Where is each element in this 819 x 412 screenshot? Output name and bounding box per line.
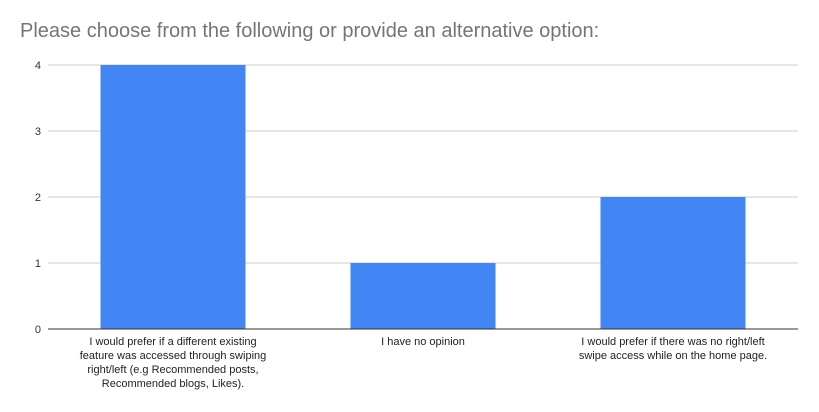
x-category-label-line: I have no opinion xyxy=(381,336,465,348)
y-axis-tick-labels: 0 1 2 3 4 xyxy=(35,60,41,336)
x-category-label: I would prefer if there was no right/lef… xyxy=(579,336,767,362)
chart-title: Please choose from the following or prov… xyxy=(20,20,600,42)
bars xyxy=(100,65,746,329)
bar xyxy=(350,263,496,329)
y-tick-label: 2 xyxy=(35,192,41,204)
x-category-label-line: Recommended blogs, Likes). xyxy=(102,378,244,390)
x-category-label-line: right/left (e.g Recommended posts, xyxy=(87,364,258,376)
bar xyxy=(600,197,746,329)
x-category-label-line: feature was accessed through swiping xyxy=(80,350,267,362)
y-tick-label: 0 xyxy=(35,324,41,336)
bar xyxy=(100,65,246,329)
x-category-label: I would prefer if a different existing fe… xyxy=(80,336,267,390)
x-category-label-line: I would prefer if a different existing xyxy=(89,336,256,348)
x-category-label-line: I would prefer if there was no right/lef… xyxy=(581,336,764,348)
x-category-label: I have no opinion xyxy=(381,336,465,348)
x-axis-category-labels: I would prefer if a different existing fe… xyxy=(80,336,767,390)
y-tick-label: 1 xyxy=(35,258,41,270)
y-tick-label: 3 xyxy=(35,126,41,138)
y-tick-label: 4 xyxy=(35,60,41,72)
x-category-label-line: swipe access while on the home page. xyxy=(579,350,767,362)
